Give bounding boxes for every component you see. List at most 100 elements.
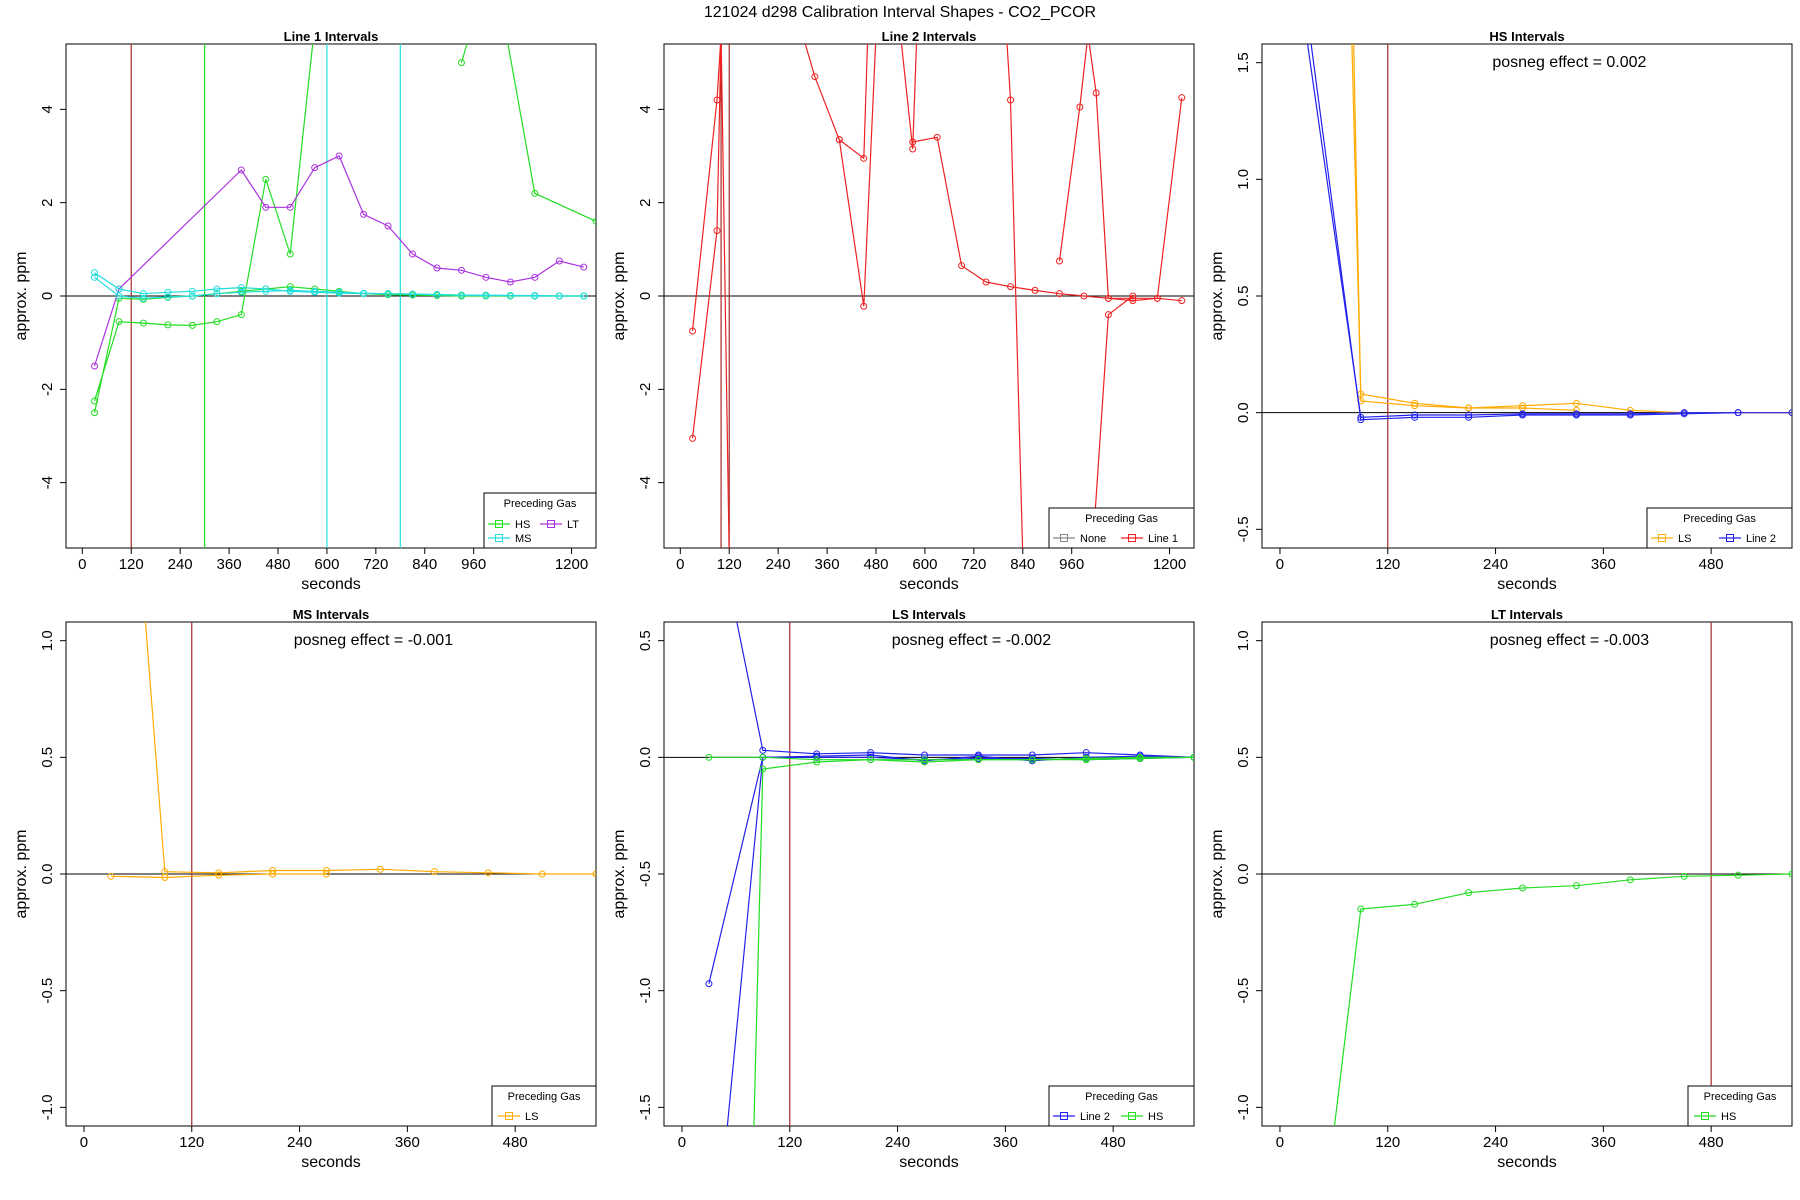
data-point bbox=[237, 288, 245, 296]
series-line bbox=[736, 622, 1194, 758]
x-tick-label: 1200 bbox=[555, 556, 588, 573]
x-axis: 0 120 240 360 480 bbox=[678, 1126, 1126, 1151]
data-point bbox=[1788, 870, 1792, 878]
legend-label: Line 2 bbox=[1746, 533, 1776, 545]
x-tick-label: 480 bbox=[1699, 1134, 1724, 1151]
posneg-annotation: posneg effect = -0.001 bbox=[294, 632, 453, 649]
series-line bbox=[144, 622, 596, 875]
data-point bbox=[1080, 292, 1088, 300]
data-point bbox=[139, 290, 147, 298]
x-axis-label: seconds bbox=[1497, 576, 1557, 593]
legend-title: Preceding Gas bbox=[1085, 1091, 1158, 1103]
data-point bbox=[164, 293, 172, 301]
series-line-1 bbox=[835, 44, 877, 310]
data-point bbox=[689, 327, 697, 335]
data-point bbox=[867, 749, 875, 757]
y-tick-label: 2 bbox=[39, 198, 56, 206]
legend-label: LS bbox=[525, 1111, 538, 1123]
y-tick-label: 1.0 bbox=[1235, 169, 1252, 190]
data-point bbox=[269, 870, 277, 878]
y-tick-label: -4 bbox=[637, 476, 654, 489]
data-point bbox=[811, 73, 819, 81]
data-point bbox=[921, 758, 929, 766]
data-point bbox=[1104, 311, 1112, 319]
series-line bbox=[753, 756, 1194, 1126]
data-point bbox=[1626, 411, 1634, 419]
data-point bbox=[1411, 413, 1419, 421]
y-tick-label: -4 bbox=[39, 476, 56, 489]
data-point bbox=[867, 751, 875, 759]
data-point bbox=[384, 290, 392, 298]
data-point bbox=[164, 288, 172, 296]
legend-swatch-marker bbox=[1060, 1112, 1068, 1120]
legend-label: Line 1 bbox=[1148, 533, 1178, 545]
series-line bbox=[110, 873, 327, 879]
legend-label: Line 2 bbox=[1080, 1111, 1110, 1123]
series-line bbox=[94, 276, 584, 299]
x-axis: 0 120 240 360 480 bbox=[80, 1126, 528, 1151]
data-point bbox=[1136, 755, 1144, 762]
x-tick-label: 360 bbox=[1591, 1134, 1616, 1151]
y-tick-label: 0.0 bbox=[637, 747, 654, 768]
series-line-1 bbox=[689, 44, 722, 335]
x-axis: 0 120 240 360 480 bbox=[1276, 1126, 1724, 1151]
y-tick-label: 1.5 bbox=[1235, 52, 1252, 73]
y-tick-label: 4 bbox=[637, 105, 654, 113]
data-point bbox=[1089, 554, 1095, 560]
data-point bbox=[188, 287, 196, 295]
plot-area bbox=[66, 614, 596, 1126]
data-point bbox=[506, 292, 514, 300]
series-hs bbox=[91, 44, 314, 405]
data-point bbox=[311, 287, 319, 295]
y-axis-label: approx. ppm bbox=[611, 252, 628, 341]
legend-entry: HS bbox=[488, 519, 530, 531]
data-point bbox=[860, 154, 868, 162]
y-tick-label: -1.0 bbox=[637, 978, 654, 1004]
data-point bbox=[865, 32, 871, 38]
data-point bbox=[813, 758, 821, 766]
data-point bbox=[335, 288, 343, 296]
data-point bbox=[1465, 889, 1473, 897]
data-point bbox=[457, 266, 465, 274]
y-tick-label: -1.0 bbox=[39, 1094, 56, 1120]
data-point bbox=[592, 217, 596, 225]
figure-title: 121024 d298 Calibration Interval Shapes … bbox=[704, 4, 1096, 21]
series-line bbox=[838, 44, 877, 307]
y-axis-label: approx. ppm bbox=[611, 830, 628, 919]
x-tick-label: 360 bbox=[815, 556, 840, 573]
data-point bbox=[286, 250, 294, 258]
legend-box bbox=[1048, 507, 1195, 549]
x-tick-label: 240 bbox=[1483, 556, 1508, 573]
y-tick-label: 0.5 bbox=[39, 747, 56, 768]
data-point bbox=[705, 980, 713, 988]
legend-title: Preceding Gas bbox=[1704, 1091, 1777, 1103]
data-point bbox=[1788, 409, 1792, 417]
y-tick-label: -1.5 bbox=[637, 1094, 654, 1120]
data-point bbox=[262, 285, 270, 293]
series-hs bbox=[1333, 870, 1792, 1126]
series-line bbox=[900, 44, 918, 150]
legend-entry: HS bbox=[1694, 1111, 1736, 1123]
legend-entry: None bbox=[1053, 533, 1106, 545]
legend-title: Preceding Gas bbox=[1085, 513, 1158, 525]
data-point bbox=[909, 138, 917, 146]
y-tick-label: -2 bbox=[637, 383, 654, 396]
data-point bbox=[323, 870, 331, 878]
data-point bbox=[713, 227, 721, 235]
series-line bbox=[93, 44, 314, 402]
x-tick-label: 480 bbox=[503, 1134, 528, 1151]
data-point bbox=[142, 614, 148, 620]
x-tick-label: 960 bbox=[1059, 556, 1084, 573]
chart-panel-4: MS Intervals 0 120 240 360 480 seconds -1.0 -0.5… bbox=[13, 607, 597, 1171]
chart-panel-5: LS Intervals 0 120 240 360 480 seconds -1.5 -1.0… bbox=[611, 607, 1195, 1171]
data-point bbox=[759, 746, 767, 754]
legend: Preceding Gas LS Line 2 bbox=[1646, 507, 1793, 549]
x-tick-label: 0 bbox=[1276, 1134, 1284, 1151]
x-tick-label: 480 bbox=[1101, 1134, 1126, 1151]
legend-entry: Line 1 bbox=[1121, 533, 1178, 545]
x-tick-label: 120 bbox=[179, 1134, 204, 1151]
panel-title: Line 1 Intervals bbox=[284, 29, 379, 44]
data-point bbox=[1007, 283, 1015, 291]
x-tick-label: 360 bbox=[993, 1134, 1018, 1151]
